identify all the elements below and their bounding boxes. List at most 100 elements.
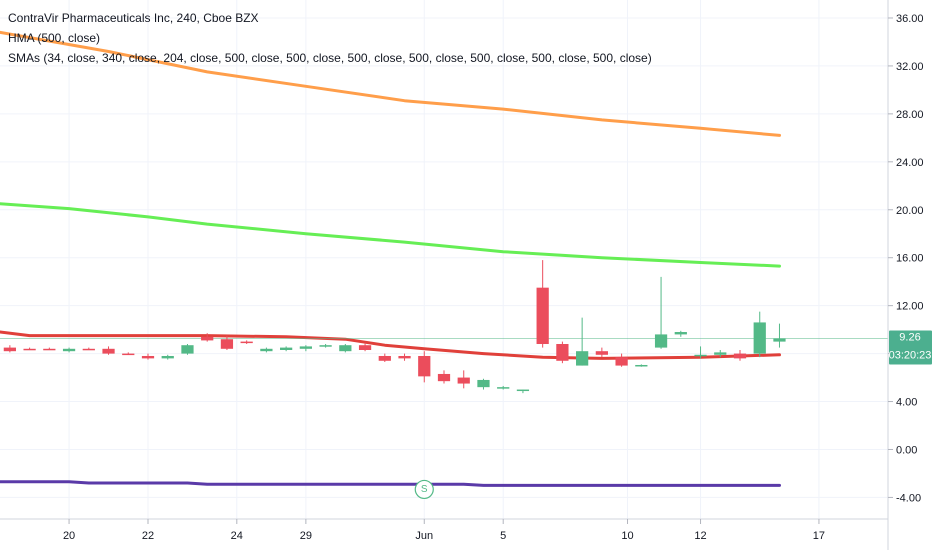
price-tick-label: 24.00 [896, 157, 924, 169]
candle[interactable] [62, 347, 76, 353]
moving-average-lines [0, 30, 781, 487]
candle-body [299, 346, 312, 349]
ma-line-green[interactable] [0, 202, 781, 268]
candle[interactable] [497, 385, 510, 390]
time-axis[interactable]: 20 22 24 29 Jun 5 10 12 17 [0, 518, 888, 542]
price-tick-label: -4.00 [896, 492, 921, 504]
ma-line-red[interactable] [0, 330, 781, 360]
price-tick-label: 0.00 [896, 444, 917, 456]
candle[interactable] [556, 341, 569, 364]
candle[interactable] [595, 347, 608, 358]
candle[interactable] [23, 347, 36, 351]
candle[interactable] [319, 344, 332, 348]
candle-body [319, 345, 332, 347]
candle[interactable] [43, 347, 56, 351]
candle[interactable] [576, 317, 589, 366]
candle-body [457, 377, 470, 384]
candle-body [674, 332, 687, 335]
candle[interactable] [477, 378, 490, 390]
candle-body [339, 345, 352, 352]
price-axis[interactable]: 36.00 32.00 28.00 24.00 20.00 16.00 12.00 4.00 0… [887, 0, 924, 550]
price-tick-label: 4.00 [896, 397, 917, 409]
candle-body [102, 348, 115, 354]
candle-body [141, 355, 155, 359]
candle[interactable] [141, 353, 155, 360]
candle-body [556, 344, 569, 361]
candle-body [694, 354, 707, 357]
candle[interactable] [694, 346, 707, 359]
grid [0, 0, 888, 519]
candle[interactable] [299, 345, 312, 352]
price-tick-label: 20.00 [896, 205, 924, 217]
candle[interactable] [516, 389, 530, 394]
candle-body [260, 348, 273, 352]
candle-body [62, 348, 76, 352]
candle[interactable] [181, 344, 194, 355]
ma-line-orange[interactable] [0, 30, 781, 137]
candle[interactable] [714, 349, 727, 358]
candle-body [437, 373, 451, 382]
candle[interactable] [674, 330, 687, 337]
candle[interactable] [753, 311, 766, 358]
candle-body [43, 348, 56, 351]
time-tick-label: 29 [300, 530, 312, 542]
candle-body [82, 348, 95, 351]
candle-body [654, 334, 668, 348]
candle-body [576, 351, 589, 366]
price-tick-label: 16.00 [896, 253, 924, 265]
price-tick-label: 36.00 [896, 13, 924, 25]
candles[interactable] [3, 260, 786, 394]
price-tick-label: 32.00 [896, 61, 924, 73]
candle[interactable] [635, 364, 648, 367]
last-price-tag: 9.26 03:20:23 [889, 330, 932, 365]
candle-body [635, 364, 648, 367]
candle[interactable] [122, 352, 135, 356]
time-tick-label: 10 [621, 530, 633, 542]
session-marker-label: S [421, 484, 428, 495]
symbol-title: ContraVir Pharmaceuticals Inc, 240, Cboe… [8, 11, 259, 25]
candle[interactable] [339, 344, 352, 353]
time-tick-label: 5 [500, 530, 506, 542]
candle[interactable] [733, 349, 747, 361]
candle-body [714, 352, 727, 355]
candle[interactable] [3, 345, 16, 353]
candle[interactable] [437, 370, 451, 384]
candle[interactable] [161, 354, 174, 360]
candle-body [358, 345, 372, 350]
candle[interactable] [457, 370, 470, 389]
legend: ContraVir Pharmaceuticals Inc, 240, Cboe… [8, 11, 652, 65]
ma-line-purple[interactable] [0, 480, 781, 487]
candle[interactable] [220, 335, 234, 350]
candle[interactable] [260, 347, 273, 353]
candle[interactable] [773, 323, 786, 348]
candle[interactable] [654, 276, 668, 349]
candle[interactable] [82, 347, 95, 351]
smas-legend[interactable]: SMAs (34, close, 340, close, 204, close,… [8, 51, 652, 65]
candle-body [181, 345, 194, 354]
candle-body [201, 336, 214, 341]
candle-body [220, 339, 234, 349]
price-tick-label: 12.00 [896, 301, 924, 313]
candle[interactable] [240, 340, 253, 345]
candle-body [477, 379, 490, 388]
candle[interactable] [102, 346, 115, 355]
candle-body [773, 338, 786, 342]
candle-body [378, 355, 391, 361]
hma-legend[interactable]: HMA (500, close) [8, 31, 100, 45]
candle[interactable] [615, 353, 628, 367]
candle[interactable] [378, 353, 391, 362]
candle[interactable] [418, 351, 431, 383]
time-tick-label: 17 [813, 530, 825, 542]
candle[interactable] [280, 346, 293, 352]
candle[interactable] [201, 333, 214, 342]
bar-countdown: 03:20:23 [889, 349, 932, 361]
session-marker[interactable]: S [414, 479, 434, 500]
last-price-value: 9.26 [899, 331, 920, 343]
candle[interactable] [398, 353, 411, 361]
candle[interactable] [358, 342, 372, 352]
candle[interactable] [536, 260, 549, 348]
time-tick-label: 12 [694, 530, 706, 542]
candle-body [122, 353, 135, 356]
